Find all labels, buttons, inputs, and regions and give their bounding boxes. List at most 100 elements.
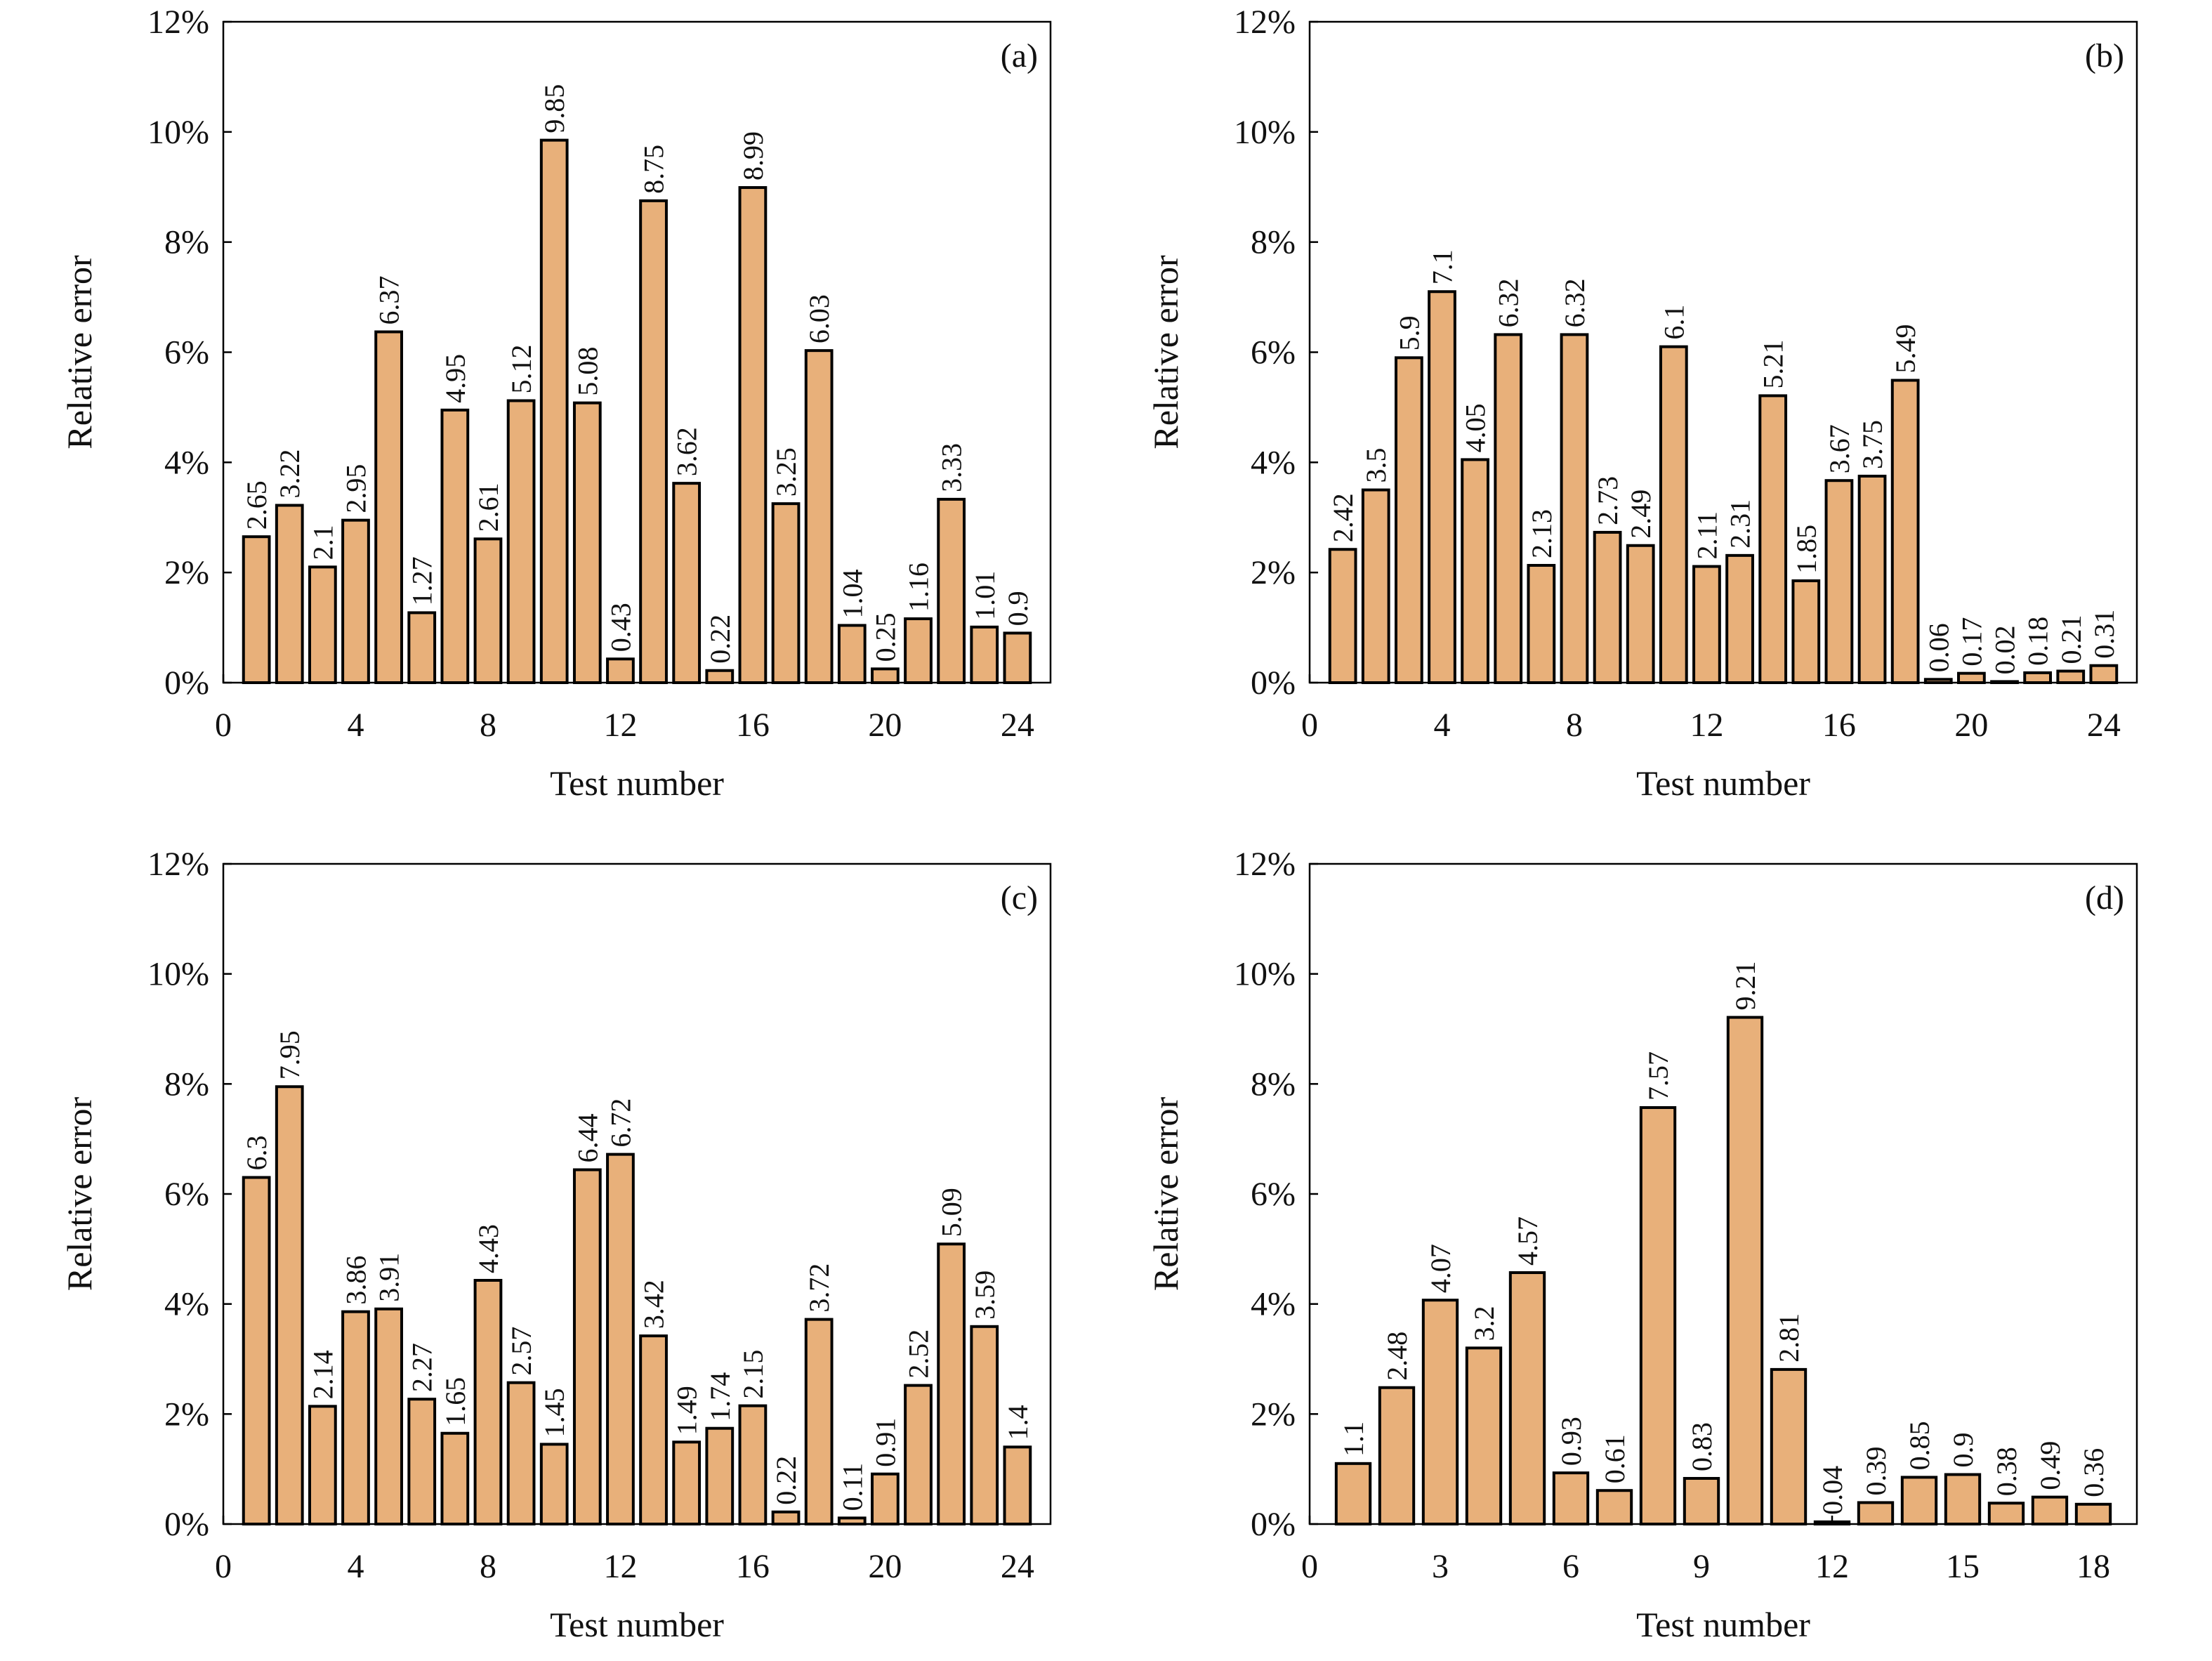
bar: [2089, 664, 2119, 685]
bar: [804, 349, 834, 684]
y-tick-label: 8%: [1251, 1065, 1296, 1103]
data-label: 1.27: [407, 556, 438, 605]
bar: [1593, 530, 1622, 684]
panel-label: (a): [1001, 37, 1038, 74]
bar: [473, 1278, 503, 1525]
data-label: 0.31: [2088, 610, 2120, 659]
data-label: 0.22: [770, 1456, 802, 1505]
bar: [374, 1307, 403, 1525]
x-tick-label: 12: [603, 707, 637, 744]
bar: [440, 408, 470, 685]
bar: [242, 535, 271, 685]
data-label: 7.57: [1642, 1051, 1674, 1101]
data-label: 3.5: [1360, 448, 1392, 483]
x-axis-title: Test number: [1636, 1605, 1810, 1644]
bar: [1461, 458, 1489, 684]
bar: [341, 518, 370, 684]
data-label: 0.93: [1555, 1417, 1587, 1466]
data-label: 0.91: [869, 1418, 901, 1467]
x-tick-label: 18: [2076, 1548, 2110, 1585]
data-label: 9.85: [539, 84, 570, 133]
y-tick-label: 6%: [164, 334, 209, 372]
x-tick-label: 20: [868, 707, 902, 744]
bar: [904, 617, 933, 685]
bar: [1900, 1476, 1938, 1526]
data-label: 2.42: [1327, 493, 1359, 542]
x-tick-label: 9: [1693, 1548, 1710, 1585]
x-tick-label: 8: [480, 1548, 496, 1585]
bar: [275, 1085, 304, 1525]
data-label: 0.83: [1686, 1422, 1718, 1471]
data-label: 3.62: [671, 427, 703, 476]
bar: [639, 199, 668, 684]
y-tick-label: 12%: [1234, 846, 1296, 883]
bar: [1560, 333, 1589, 684]
bar: [1923, 678, 1953, 684]
data-label: 1.65: [440, 1377, 471, 1426]
y-tick-label: 4%: [164, 444, 209, 481]
y-tick-label: 0%: [1251, 664, 1296, 702]
bar: [1465, 1346, 1503, 1526]
data-label: 6.44: [572, 1114, 603, 1163]
data-label: 2.81: [1773, 1313, 1805, 1363]
data-label: 4.43: [473, 1224, 504, 1273]
data-label: 0.06: [1923, 623, 1954, 672]
data-label: 2.13: [1526, 509, 1558, 558]
bar: [572, 1168, 602, 1525]
data-label: 4.05: [1460, 403, 1492, 452]
bar: [672, 482, 702, 684]
data-label: 3.42: [638, 1280, 670, 1329]
y-tick-label: 8%: [1251, 224, 1296, 261]
bar: [1626, 544, 1655, 684]
bar: [1770, 1367, 1808, 1525]
data-label: 1.4: [1002, 1405, 1034, 1440]
bar: [1394, 356, 1423, 684]
y-tick-label: 8%: [164, 1065, 209, 1103]
data-label: 3.67: [1824, 424, 1855, 473]
y-tick-label: 0%: [164, 1506, 209, 1543]
y-tick-label: 6%: [1251, 1176, 1296, 1213]
y-tick-label: 0%: [164, 664, 209, 702]
x-tick-label: 0: [215, 707, 232, 744]
x-tick-label: 24: [2087, 707, 2121, 744]
data-label: 4.95: [440, 354, 471, 403]
bar: [1334, 1462, 1372, 1525]
data-label: 2.49: [1625, 490, 1657, 539]
data-label: 0.9: [1002, 591, 1034, 626]
x-tick-label: 24: [1001, 707, 1034, 744]
data-label: 2.65: [241, 480, 272, 530]
data-label: 2.95: [340, 464, 371, 513]
x-tick-label: 12: [1815, 1548, 1849, 1585]
data-label: 2.14: [307, 1350, 338, 1399]
y-axis-title: Relative error: [60, 1097, 99, 1292]
data-label: 2.57: [506, 1327, 537, 1376]
bar: [837, 1516, 867, 1525]
data-label: 0.38: [1991, 1447, 2022, 1496]
x-tick-label: 0: [1301, 707, 1318, 744]
bar: [1527, 563, 1556, 684]
bar: [2074, 1502, 2112, 1526]
bar: [606, 1153, 635, 1525]
data-label: 2.11: [1691, 511, 1723, 560]
bar: [1683, 1476, 1720, 1526]
panel-label: (c): [1001, 879, 1038, 917]
bar: [1944, 1473, 1982, 1525]
panel-label: (b): [2085, 37, 2124, 74]
bar: [407, 611, 437, 684]
bar: [1003, 631, 1032, 684]
bar: [1987, 1502, 2025, 1526]
bar: [407, 1398, 437, 1526]
chart-panel-c: 0% 2% 4% 6% 8% 10% 12% 0 4 8 12 16 20 24 6.3 7.95 2.14 3.…: [60, 846, 1052, 1644]
y-tick-label: 0%: [1251, 1506, 1296, 1543]
data-label: 5.08: [572, 347, 603, 396]
bar: [1428, 290, 1456, 685]
y-axis-title: Relative error: [1146, 1097, 1185, 1292]
data-label: 0.85: [1904, 1421, 1935, 1470]
data-label: 2.52: [903, 1330, 935, 1379]
data-label: 5.09: [936, 1188, 968, 1237]
y-axis-title: Relative error: [60, 255, 99, 449]
bar: [1957, 671, 1986, 685]
bar: [672, 1440, 702, 1526]
data-label: 3.2: [1468, 1306, 1500, 1341]
bar: [837, 624, 867, 684]
